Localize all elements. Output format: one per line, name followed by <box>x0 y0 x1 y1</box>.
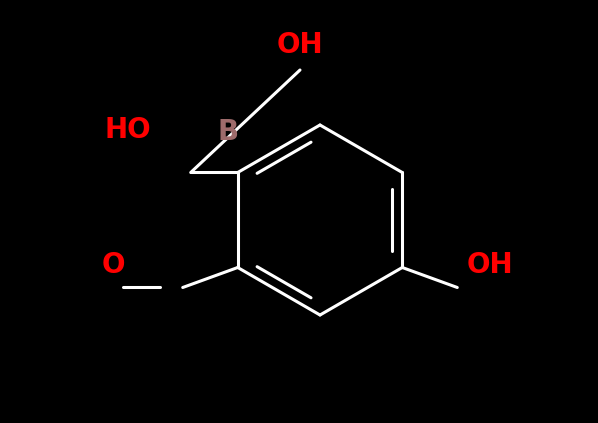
Text: HO: HO <box>105 116 151 144</box>
Text: OH: OH <box>277 31 324 59</box>
Text: B: B <box>218 118 239 146</box>
Text: O: O <box>101 251 125 279</box>
Text: OH: OH <box>466 251 513 279</box>
